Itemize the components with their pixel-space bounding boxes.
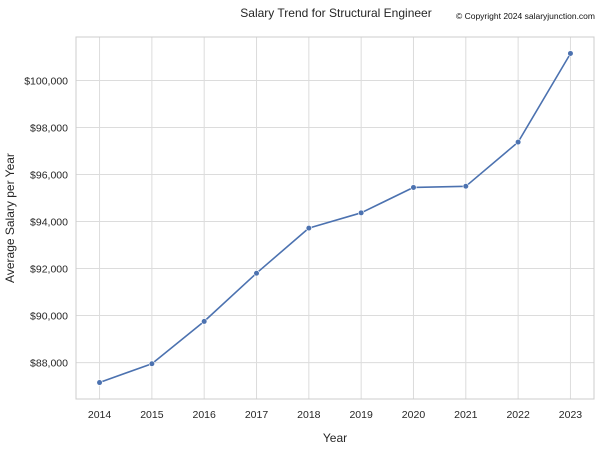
y-tick-labels: $88,000 $90,000 $92,000 $94,000 $96,000 $98,0… (24, 75, 68, 369)
data-point (358, 209, 365, 216)
y-tick-label: $88,000 (30, 357, 68, 369)
series-layer (96, 50, 574, 386)
y-tick-label: $90,000 (30, 310, 68, 322)
data-point (410, 184, 417, 191)
x-tick-label: 2023 (559, 409, 583, 421)
x-tick-label: 2017 (245, 409, 269, 421)
grid-lines (76, 37, 594, 399)
y-tick-label: $100,000 (24, 75, 68, 87)
x-axis-label: Year (323, 431, 347, 445)
data-point (201, 318, 208, 325)
x-tick-label: 2015 (140, 409, 164, 421)
x-tick-label: 2014 (88, 409, 112, 421)
x-tick-label: 2019 (349, 409, 373, 421)
data-point (305, 225, 312, 232)
data-point (515, 138, 522, 146)
data-point (567, 50, 574, 57)
x-tick-label: 2018 (297, 409, 321, 421)
y-tick-label: $92,000 (30, 263, 68, 275)
x-tick-label: 2020 (402, 409, 426, 421)
data-point (148, 360, 155, 367)
x-tick-label: 2022 (506, 409, 530, 421)
y-tick-label: $98,000 (30, 122, 68, 134)
x-tick-labels: 2014 2015 2016 2017 2018 2019 2020 2021 2022 2023 (88, 409, 582, 421)
data-point (462, 183, 469, 190)
series-line (99, 53, 572, 384)
y-tick-label: $94,000 (30, 216, 68, 228)
x-tick-label: 2016 (193, 409, 217, 421)
data-point (96, 379, 103, 386)
y-axis-label: Average Salary per Year (3, 153, 17, 283)
data-point (253, 270, 260, 277)
x-tick-label: 2021 (454, 409, 478, 421)
chart-title: Salary Trend for Structural Engineer (240, 6, 431, 20)
plot-frame (75, 36, 595, 400)
y-tick-label: $96,000 (30, 169, 68, 181)
copyright-notice: © Copyright 2024 salaryjunction.com (456, 11, 595, 21)
